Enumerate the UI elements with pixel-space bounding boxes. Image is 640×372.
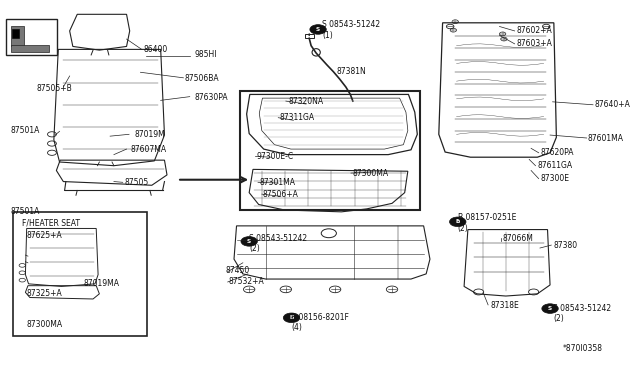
Text: 87300E: 87300E bbox=[541, 174, 570, 183]
Circle shape bbox=[241, 237, 257, 246]
Bar bbox=[13, 212, 147, 336]
Circle shape bbox=[310, 25, 326, 34]
Text: 87019MA: 87019MA bbox=[84, 279, 120, 288]
Text: 87501A: 87501A bbox=[11, 207, 40, 217]
Text: 87450: 87450 bbox=[226, 266, 250, 275]
Text: S 08543-51242
(2): S 08543-51242 (2) bbox=[553, 304, 611, 323]
Text: 87630PA: 87630PA bbox=[194, 93, 228, 102]
Text: 87506BA: 87506BA bbox=[185, 74, 220, 83]
Text: 87318E: 87318E bbox=[490, 301, 519, 311]
Text: S 08543-51242
(1): S 08543-51242 (1) bbox=[323, 20, 381, 40]
Text: S 08543-51242
(2): S 08543-51242 (2) bbox=[249, 234, 307, 253]
Text: 87640+A: 87640+A bbox=[595, 100, 630, 109]
Text: 87505: 87505 bbox=[125, 178, 149, 187]
Text: 87019M: 87019M bbox=[134, 130, 165, 139]
Text: 87066M: 87066M bbox=[502, 234, 534, 243]
Text: 87381N: 87381N bbox=[337, 67, 366, 76]
Bar bbox=[6, 19, 57, 55]
Text: 87625+A: 87625+A bbox=[27, 231, 63, 240]
Text: F/HEATER SEAT: F/HEATER SEAT bbox=[22, 218, 79, 227]
Text: S: S bbox=[247, 239, 252, 244]
Text: 87603+A: 87603+A bbox=[516, 39, 552, 48]
Text: 87301MA: 87301MA bbox=[259, 178, 295, 187]
Text: 87601MA: 87601MA bbox=[588, 134, 624, 142]
Text: S: S bbox=[316, 27, 320, 32]
Bar bbox=[305, 34, 314, 38]
Circle shape bbox=[284, 313, 300, 323]
Text: *870I0358: *870I0358 bbox=[563, 344, 603, 353]
Text: 87620PA: 87620PA bbox=[541, 148, 574, 157]
Text: 87320NA: 87320NA bbox=[289, 97, 324, 106]
Text: 87506+A: 87506+A bbox=[262, 190, 298, 199]
Text: 87602+A: 87602+A bbox=[516, 26, 552, 35]
Text: 87300MA: 87300MA bbox=[352, 169, 388, 177]
Text: B: B bbox=[456, 219, 460, 224]
Text: 97300E-C: 97300E-C bbox=[256, 152, 293, 161]
Text: 87300MA: 87300MA bbox=[27, 320, 63, 329]
Circle shape bbox=[449, 217, 466, 227]
Bar bbox=[12, 29, 19, 38]
Text: 87607MA: 87607MA bbox=[131, 145, 167, 154]
Text: 87311GA: 87311GA bbox=[280, 113, 315, 122]
Bar bbox=[11, 45, 49, 52]
Bar bbox=[241, 91, 420, 210]
Text: 985HI: 985HI bbox=[194, 51, 217, 60]
Text: S: S bbox=[548, 306, 552, 311]
Text: 87501A: 87501A bbox=[11, 126, 40, 135]
Text: B 08156-8201F
(4): B 08156-8201F (4) bbox=[291, 313, 349, 332]
Text: 87380: 87380 bbox=[553, 241, 577, 250]
Text: 87611GA: 87611GA bbox=[538, 161, 573, 170]
Text: 87505+B: 87505+B bbox=[36, 84, 72, 93]
Text: 86400: 86400 bbox=[143, 45, 168, 54]
Text: B 08157-0251E
(2): B 08157-0251E (2) bbox=[458, 213, 516, 232]
Text: B: B bbox=[289, 315, 294, 320]
Circle shape bbox=[542, 304, 558, 313]
Text: 87532+A: 87532+A bbox=[229, 278, 265, 286]
Bar bbox=[11, 26, 24, 46]
Text: 87325+A: 87325+A bbox=[27, 289, 63, 298]
